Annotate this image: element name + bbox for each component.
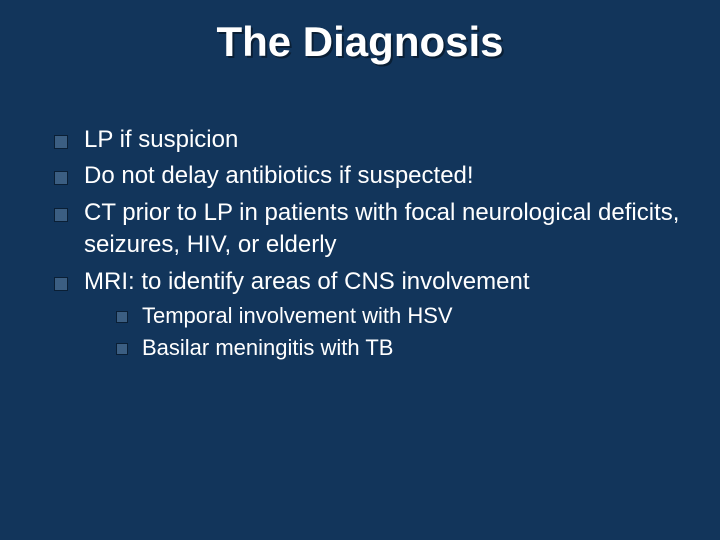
list-item-text: CT prior to LP in patients with focal ne… [84, 199, 679, 258]
list-item-text: Temporal involvement with HSV [142, 303, 453, 328]
list-item: Do not delay antibiotics if suspected! [48, 160, 680, 192]
list-item: Temporal involvement with HSV [112, 300, 680, 332]
list-item-text: Do not delay antibiotics if suspected! [84, 162, 474, 189]
list-item-text: LP if suspicion [84, 126, 238, 153]
list-item-text: MRI: to identify areas of CNS involvemen… [84, 268, 530, 295]
list-item-text: Basilar meningitis with TB [142, 335, 393, 360]
sub-bullet-list: Temporal involvement with HSV Basilar me… [84, 300, 680, 364]
list-item: CT prior to LP in patients with focal ne… [48, 197, 680, 262]
slide: The Diagnosis LP if suspicion Do not del… [0, 0, 720, 540]
list-item: LP if suspicion [48, 124, 680, 156]
slide-content: LP if suspicion Do not delay antibiotics… [0, 124, 720, 364]
slide-title: The Diagnosis [0, 18, 720, 66]
list-item: Basilar meningitis with TB [112, 332, 680, 364]
list-item: MRI: to identify areas of CNS involvemen… [48, 266, 680, 364]
bullet-list: LP if suspicion Do not delay antibiotics… [48, 124, 680, 364]
